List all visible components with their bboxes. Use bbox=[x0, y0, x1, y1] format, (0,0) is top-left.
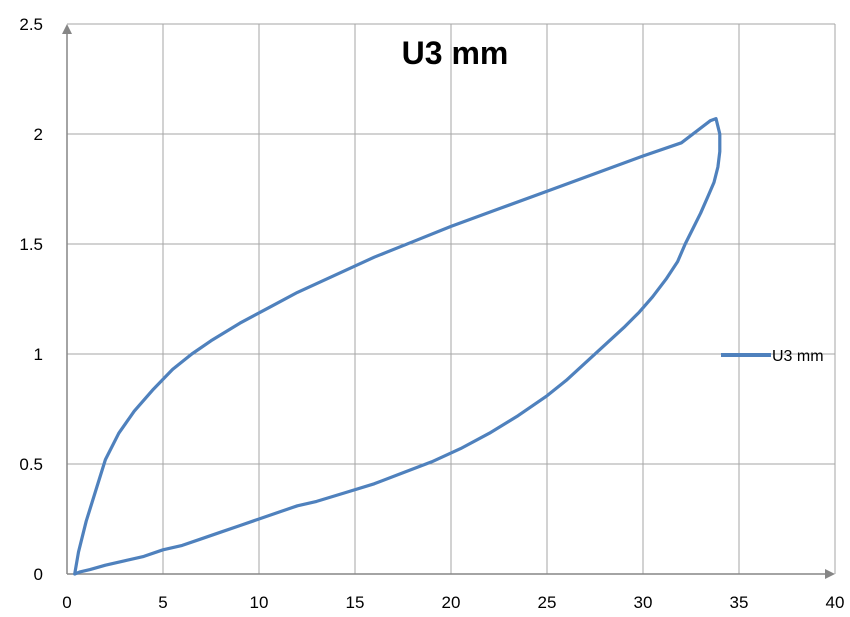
series-line-0 bbox=[73, 117, 722, 576]
y-tick-label-0.5: 0.5 bbox=[19, 455, 43, 474]
x-tick-label-5: 5 bbox=[158, 593, 167, 612]
x-tick-label-25: 25 bbox=[538, 593, 557, 612]
chart-title: U3 mm bbox=[402, 35, 509, 71]
axes bbox=[62, 24, 835, 579]
legend: U3 mm bbox=[721, 348, 824, 365]
x-tick-label-10: 10 bbox=[250, 593, 269, 612]
x-tick-label-35: 35 bbox=[730, 593, 749, 612]
series-group bbox=[73, 117, 722, 576]
x-tick-label-40: 40 bbox=[826, 593, 845, 612]
y-tick-label-2: 2 bbox=[34, 125, 43, 144]
y-tick-label-1.5: 1.5 bbox=[19, 235, 43, 254]
tick-labels: 0 5 10 15 20 25 30 35 40 0 0.5 1 1.5 2 2.5 bbox=[19, 15, 844, 612]
x-tick-label-15: 15 bbox=[346, 593, 365, 612]
y-axis-arrow bbox=[62, 24, 72, 34]
grid bbox=[67, 23, 836, 574]
y-tick-label-1: 1 bbox=[34, 345, 43, 364]
x-tick-label-20: 20 bbox=[442, 593, 461, 612]
y-tick-label-0: 0 bbox=[34, 565, 43, 584]
x-axis-arrow bbox=[825, 569, 835, 579]
x-tick-label-30: 30 bbox=[634, 593, 653, 612]
y-tick-label-2.5: 2.5 bbox=[19, 15, 43, 34]
legend-label: U3 mm bbox=[772, 348, 824, 365]
x-tick-label-0: 0 bbox=[62, 593, 71, 612]
